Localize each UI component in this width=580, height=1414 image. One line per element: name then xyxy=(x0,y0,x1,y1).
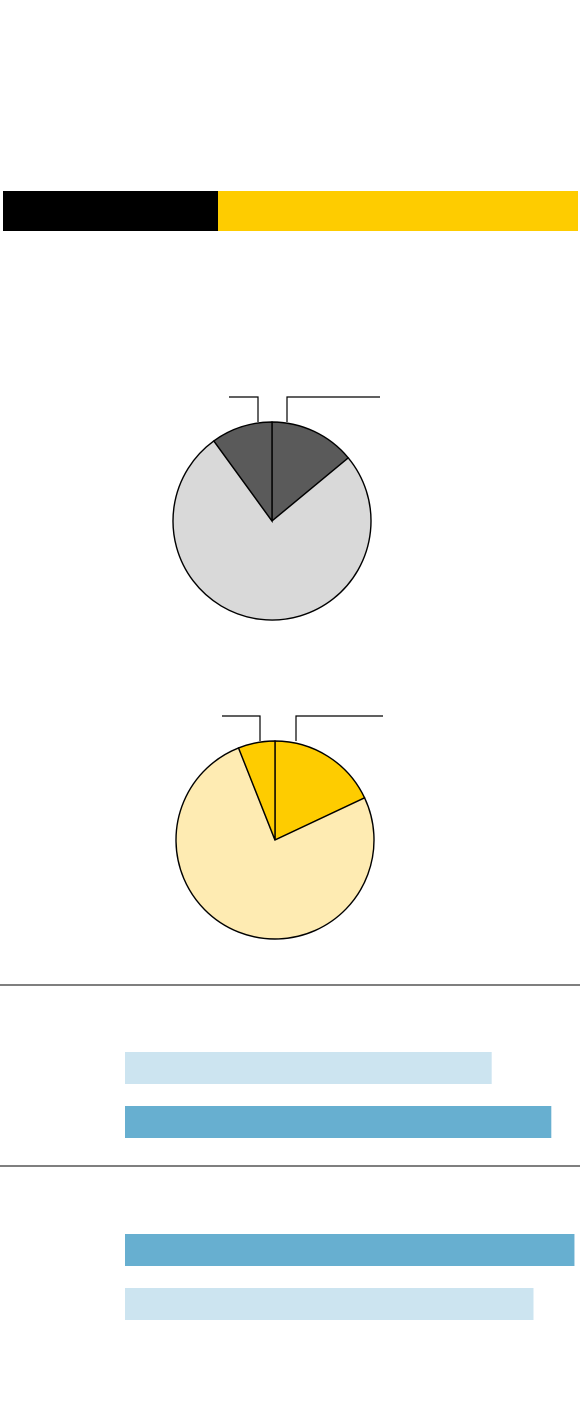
pie-2-leader-line-1 xyxy=(295,715,383,741)
pie-1-slice-1 xyxy=(271,421,350,523)
pie-chart-2 xyxy=(175,715,383,940)
header-band-yellow xyxy=(218,191,578,231)
pie-2-slice-1 xyxy=(274,740,366,842)
bar-chart-1-bar-1 xyxy=(125,1052,492,1084)
pie-1-leader-line-2 xyxy=(229,396,259,422)
pie-1-leader-line-1 xyxy=(286,396,380,422)
header-band xyxy=(3,191,578,231)
pie-2-slice-3 xyxy=(237,740,276,841)
header-band-black xyxy=(3,191,218,231)
bar-chart-2-bar-1 xyxy=(125,1234,575,1266)
pie-2-slice-2 xyxy=(175,747,375,940)
bar-chart-1-bar-2 xyxy=(125,1106,552,1138)
pie-2-leader-line-2 xyxy=(222,715,261,741)
bar-chart-1 xyxy=(0,984,580,1138)
pie-1-slice-3 xyxy=(212,421,273,524)
pie-1-slice-2 xyxy=(172,439,372,621)
bar-chart-2 xyxy=(0,1165,580,1320)
bar-chart-2-bar-2 xyxy=(125,1288,534,1320)
pie-chart-1 xyxy=(172,396,380,621)
